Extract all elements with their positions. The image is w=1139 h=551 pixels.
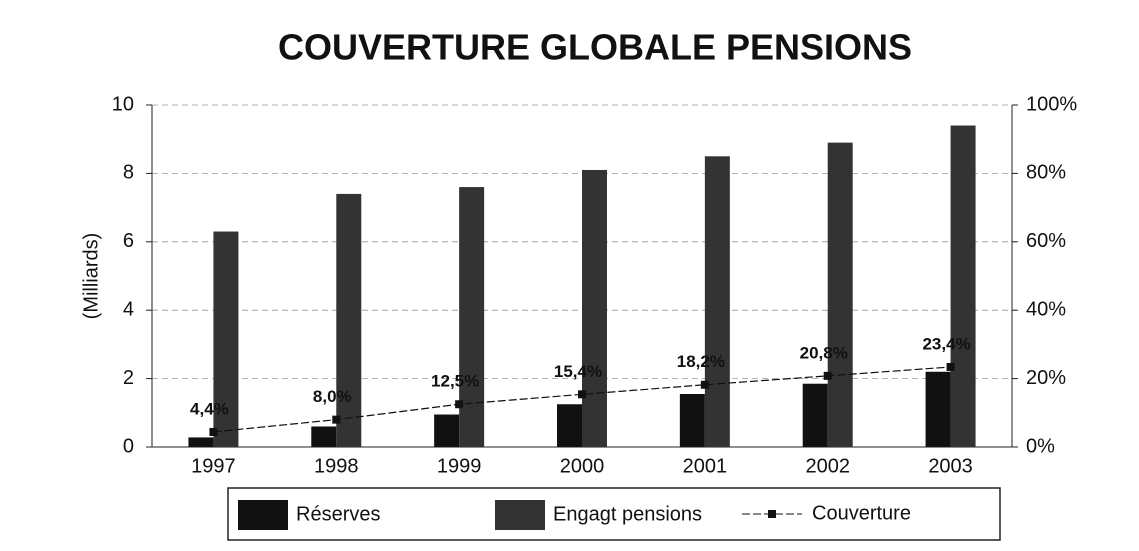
x-tick-label: 2003: [928, 455, 973, 477]
legend-label: Réserves: [296, 503, 380, 525]
y2-tick-label: 100%: [1026, 93, 1077, 115]
x-tick-label: 2002: [805, 455, 850, 477]
bar: [311, 426, 337, 447]
data-label: 15,4%: [554, 362, 602, 381]
y-tick-label: 6: [123, 230, 134, 252]
bar: [802, 383, 828, 447]
data-label: 4,4%: [190, 399, 229, 418]
data-label: 20,8%: [800, 343, 848, 362]
line-marker: [823, 371, 832, 380]
legend-label: Couverture: [812, 502, 911, 524]
line-marker: [946, 362, 955, 371]
line-marker: [332, 415, 341, 424]
x-tick-label: 2000: [560, 455, 605, 477]
y-tick-label: 8: [123, 162, 134, 184]
legend-swatch: [495, 500, 545, 530]
y-tick-label: 0: [123, 435, 134, 457]
bar: [950, 125, 976, 448]
y2-tick-label: 40%: [1026, 298, 1066, 320]
bar: [679, 393, 705, 447]
y-axis-title: (Milliards): [80, 233, 102, 320]
data-label: 18,2%: [677, 352, 725, 371]
bar: [557, 404, 582, 447]
line-marker: [455, 400, 464, 409]
y-tick-label: 10: [112, 93, 134, 115]
bar: [827, 142, 853, 447]
y2-tick-label: 20%: [1026, 367, 1066, 389]
bar: [582, 169, 607, 448]
data-label: 23,4%: [922, 334, 970, 353]
line-marker: [700, 380, 709, 389]
bar: [188, 437, 214, 447]
bar: [925, 371, 951, 447]
y-tick-label: 4: [123, 298, 134, 320]
legend-box: [227, 487, 1001, 541]
legend-swatch-marker: [768, 510, 776, 518]
x-tick-label: 1997: [191, 455, 236, 477]
y2-tick-label: 80%: [1026, 162, 1066, 184]
y-tick-label: 2: [123, 367, 134, 389]
bar: [434, 414, 460, 447]
x-tick-label: 2001: [683, 455, 728, 477]
data-label: 8,0%: [313, 387, 352, 406]
line-marker: [209, 427, 218, 436]
line-marker: [578, 390, 586, 399]
chart-title: COUVERTURE GLOBALE PENSIONS: [278, 27, 912, 68]
data-label: 12,5%: [431, 372, 479, 391]
bar: [213, 231, 239, 447]
bar: [704, 156, 730, 448]
y2-tick-label: 60%: [1026, 230, 1066, 252]
bar: [336, 193, 362, 447]
x-tick-label: 1999: [437, 455, 482, 477]
x-tick-label: 1998: [314, 455, 359, 477]
legend-swatch: [238, 500, 288, 530]
y2-tick-label: 0%: [1026, 435, 1055, 457]
legend-label: Engagt pensions: [553, 503, 702, 525]
